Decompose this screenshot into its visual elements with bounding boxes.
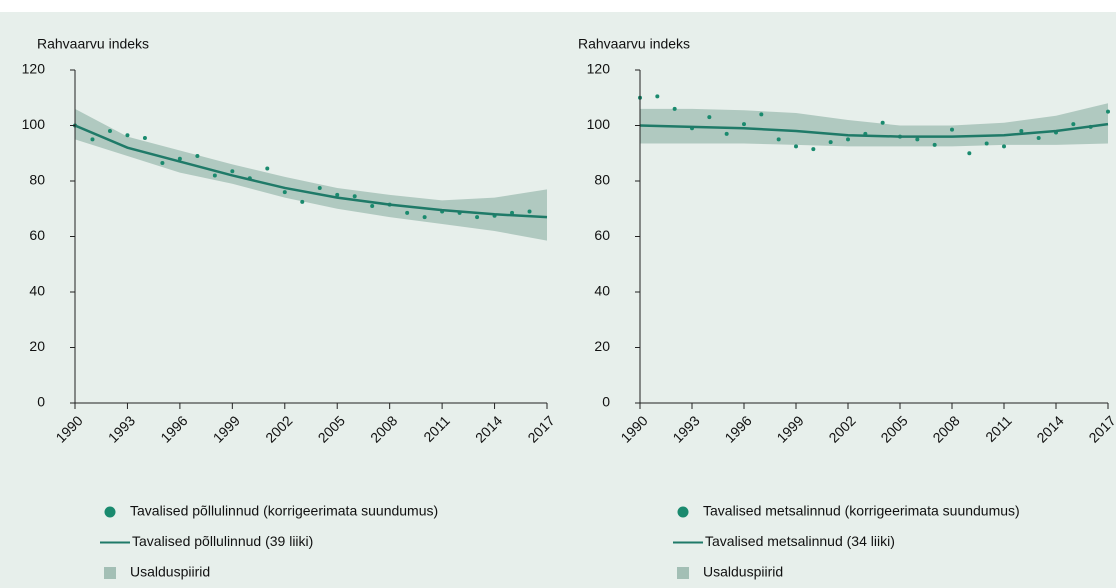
trend-line (639, 122, 1109, 138)
y-axis-label: Rahvaarvu indeks (37, 36, 149, 52)
y-tick-label: 60 (594, 227, 610, 243)
data-point (282, 190, 287, 195)
legend-label: Tavalised põllulinnud (korrigeerimata su… (130, 503, 438, 519)
data-point (265, 166, 270, 171)
legend-dot (677, 506, 689, 518)
legend-label: Tavalised metsalinnud (34 liiki) (705, 533, 895, 549)
y-tick-label: 20 (29, 338, 45, 354)
data-point (142, 135, 147, 140)
y-tick-label: 0 (37, 394, 45, 410)
y-tick-label: 100 (587, 116, 611, 132)
y-tick-label: 120 (22, 61, 46, 77)
data-point (125, 133, 130, 138)
legend-label: Tavalised metsalinnud (korrigeerimata su… (703, 503, 1020, 519)
legend-label: Usalduspiirid (130, 564, 210, 580)
data-point (655, 94, 660, 99)
data-point (776, 137, 781, 142)
y-tick-label: 20 (594, 338, 610, 354)
data-point (422, 215, 427, 220)
data-point (510, 210, 515, 215)
legend-swatch (104, 567, 116, 579)
data-point (195, 154, 200, 159)
data-point (724, 131, 729, 136)
data-point (160, 160, 165, 165)
data-point (794, 144, 798, 149)
y-tick-label: 0 (602, 394, 610, 410)
data-point (846, 137, 850, 142)
y-tick-label: 100 (22, 116, 46, 132)
legend-label: Usalduspiirid (703, 564, 783, 580)
data-point (707, 115, 712, 120)
y-tick-label: 80 (29, 172, 45, 188)
y-axis-label: Rahvaarvu indeks (578, 36, 690, 52)
data-point (475, 215, 480, 220)
data-point (915, 137, 920, 142)
data-point (967, 151, 972, 156)
data-point (759, 112, 764, 117)
data-point (828, 140, 833, 145)
legend-swatch (677, 567, 689, 579)
data-point (1019, 129, 1024, 134)
data-point (405, 210, 410, 215)
background (0, 12, 1116, 588)
trend-line (74, 124, 548, 219)
data-point (90, 137, 95, 142)
data-point (1002, 144, 1006, 149)
data-point (1071, 122, 1076, 127)
data-point (335, 192, 340, 197)
data-point (880, 120, 885, 125)
data-point (1106, 109, 1110, 114)
y-tick-label: 120 (587, 61, 611, 77)
data-point (370, 203, 375, 208)
data-point (932, 142, 937, 147)
data-point (672, 106, 677, 111)
data-point (352, 194, 357, 199)
y-tick-label: 40 (594, 283, 610, 299)
data-point (177, 156, 182, 161)
y-tick-label: 80 (594, 172, 610, 188)
legend-dot (104, 506, 116, 518)
legend-label: Tavalised põllulinnud (39 liiki) (132, 533, 313, 549)
data-point (1036, 135, 1041, 140)
data-point (742, 122, 746, 127)
data-point (811, 147, 816, 152)
data-point (950, 127, 954, 132)
y-tick-label: 40 (29, 283, 45, 299)
data-point (212, 173, 217, 178)
y-tick-label: 60 (29, 227, 45, 243)
data-point (527, 209, 532, 214)
data-point (230, 169, 235, 174)
data-point (300, 199, 305, 204)
data-point (317, 185, 322, 190)
data-point (107, 129, 112, 134)
data-point (984, 141, 989, 146)
